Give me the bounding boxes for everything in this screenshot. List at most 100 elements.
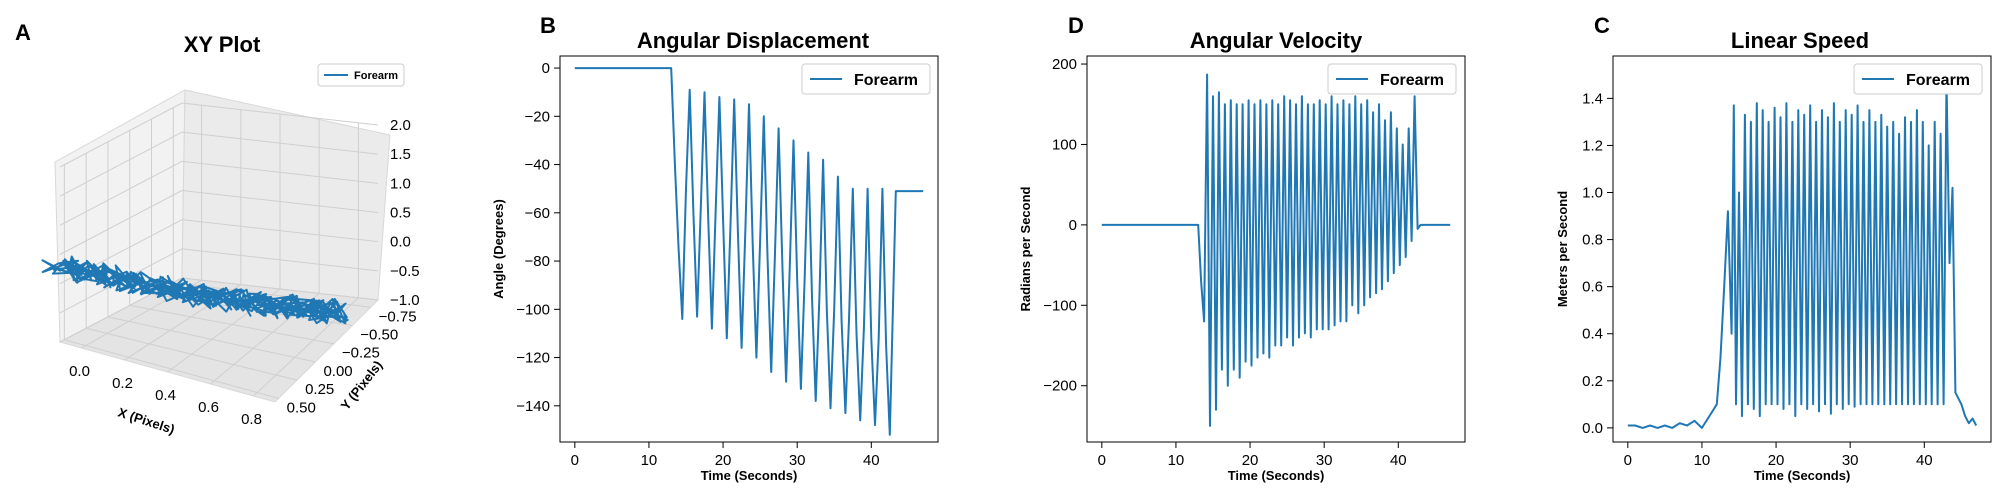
grid-line-z-back — [181, 277, 379, 301]
z-tick-label-a: 1.5 — [390, 146, 411, 163]
y-tick-label-d: −200 — [1043, 378, 1077, 395]
x-tick-label-a: 0.2 — [112, 375, 133, 392]
y-tick-label-a: −0.50 — [360, 327, 398, 344]
y-tick-label-d: 200 — [1052, 56, 1077, 73]
panel-letter-d: D — [1068, 13, 1084, 38]
grid-line-y — [107, 316, 316, 363]
legend-d: Forearm — [1327, 63, 1457, 95]
x-axis-label-a: X (Pixels) — [116, 405, 176, 437]
panel-d: D Angular Velocity 0 10 20 30 40 200 100 0 −100… — [1018, 13, 1466, 483]
x-tick-label-c: 40 — [1916, 452, 1933, 469]
chart-title-d: Angular Velocity — [1190, 28, 1363, 53]
x-ticks-d: 0 10 20 30 40 — [1098, 442, 1407, 469]
grid-line-y — [64, 339, 279, 399]
y-tick-label-c: 0.4 — [1582, 326, 1603, 343]
x-tick-label-c: 20 — [1768, 452, 1785, 469]
panel-letter-c: C — [1594, 13, 1610, 38]
y-tick-label-b: 0 — [542, 60, 550, 77]
grid-line-z-back — [181, 248, 379, 272]
x-tick-label-a: 0.6 — [198, 399, 219, 416]
grid-line-z-back — [181, 219, 379, 243]
panel-c: C Linear Speed 0 10 20 30 40 0.0 0.2 0.4 0.6 0.8… — [1555, 13, 1992, 483]
legend-label-c: Forearm — [1906, 72, 1970, 89]
y-tick-label-a: −0.25 — [342, 345, 380, 362]
chart-title-c: Linear Speed — [1731, 28, 1869, 53]
y-tick-label-b: −100 — [516, 301, 550, 318]
y-ticks-c: 0.0 0.2 0.4 0.6 0.8 1.0 1.2 1.4 — [1582, 90, 1613, 437]
y-tick-label-b: −20 — [525, 108, 550, 125]
x-tick-label-d: 30 — [1316, 452, 1333, 469]
legend-label-a: Forearm — [354, 70, 398, 82]
chart-title-a: XY Plot — [184, 32, 261, 57]
x-tick-label-d: 20 — [1242, 452, 1259, 469]
legend-b: Forearm — [801, 63, 931, 95]
panel-letter-b: B — [540, 13, 556, 38]
y-tick-label-a: −0.75 — [379, 308, 417, 325]
x-axis-label-c: Time (Seconds) — [1754, 468, 1851, 483]
x-ticks-c: 0 10 20 30 40 — [1624, 442, 1933, 469]
y-axis-label-c: Meters per Second — [1555, 191, 1570, 307]
y-ticks-d: 200 100 0 −100 −200 — [1043, 56, 1087, 395]
z-tick-label-a: −0.5 — [390, 263, 420, 280]
series-line-d — [1101, 73, 1451, 427]
grid-line-y — [86, 327, 298, 381]
x-tick-label-b: 10 — [641, 452, 658, 469]
legend-c: Forearm — [1853, 63, 1983, 95]
y-tick-label-c: 0.0 — [1582, 420, 1603, 437]
y-ticks-b: 0 −20 −40 −60 −80 −100 −120 −140 — [516, 60, 560, 415]
y-tick-label-b: −80 — [525, 253, 550, 270]
y-tick-label-a: 0.25 — [305, 381, 334, 398]
grid-line-z-back — [181, 131, 379, 155]
y-tick-label-b: −40 — [525, 157, 550, 174]
series-line-c — [1627, 78, 1978, 429]
grid-line-z-left — [59, 190, 183, 255]
x-tick-label-d: 0 — [1098, 452, 1106, 469]
x-axis-label-b: Time (Seconds) — [701, 468, 798, 483]
x-tick-label-b: 20 — [715, 452, 732, 469]
y-tick-label-c: 0.8 — [1582, 232, 1603, 249]
z-tick-label-a: 2.0 — [390, 117, 411, 134]
x-tick-label-c: 10 — [1694, 452, 1711, 469]
x-tick-label-d: 40 — [1390, 452, 1407, 469]
x-tick-label-a: 0.8 — [241, 411, 262, 428]
legend-a: Forearm — [317, 63, 405, 87]
y-tick-label-a: 0.50 — [287, 399, 316, 416]
z-tick-label-a: 0.5 — [390, 205, 411, 222]
y-axis-label-d: Radians per Second — [1018, 186, 1033, 311]
y-tick-label-b: −140 — [516, 398, 550, 415]
y-tick-label-d: −100 — [1043, 297, 1077, 314]
grid-line-z-back — [181, 160, 379, 184]
grid-line-z-back — [181, 190, 379, 213]
y-tick-label-c: 0.6 — [1582, 279, 1603, 296]
z-tick-label-a: 1.0 — [390, 175, 411, 192]
plot-frame-b — [559, 55, 939, 443]
y-axis-label-b: Angle (Degrees) — [491, 199, 506, 299]
y-tick-label-a: 0.00 — [323, 363, 352, 380]
panel-letter-a: A — [15, 20, 31, 45]
grid-line-z-left — [59, 102, 183, 168]
x-tick-label-b: 30 — [789, 452, 806, 469]
y-tick-label-b: −120 — [516, 350, 550, 367]
panel-a: A XY Plot 0.0 0.2 0.4 0.6 0.8 −0.75 −0.50−0.25… — [15, 20, 420, 437]
plot-frame-c — [1612, 55, 1992, 443]
grid-line-z-back — [181, 102, 379, 126]
y-tick-label-c: 0.2 — [1582, 373, 1603, 390]
plot-frame-d — [1086, 55, 1466, 443]
x-tick-label-c: 30 — [1842, 452, 1859, 469]
z-tick-label-a: 0.0 — [390, 234, 411, 251]
x-tick-label-d: 10 — [1168, 452, 1185, 469]
y-tick-label-c: 1.2 — [1582, 137, 1603, 154]
legend-label-d: Forearm — [1380, 72, 1444, 89]
panel-b: B Angular Displacement 0 10 20 30 40 0 −20 −40… — [491, 13, 939, 483]
chart-title-b: Angular Displacement — [637, 28, 870, 53]
grid-line-y — [129, 304, 334, 345]
y-tick-label-b: −60 — [525, 205, 550, 222]
x-ticks-b: 0 10 20 30 40 — [571, 442, 880, 469]
grid-line-z-left — [59, 160, 183, 226]
series-line-3d — [41, 255, 349, 325]
x-tick-label-b: 0 — [571, 452, 579, 469]
y-tick-label-d: 0 — [1069, 217, 1077, 234]
y-tick-label-c: 1.0 — [1582, 185, 1603, 202]
z-tick-label-a: −1.0 — [390, 292, 420, 309]
